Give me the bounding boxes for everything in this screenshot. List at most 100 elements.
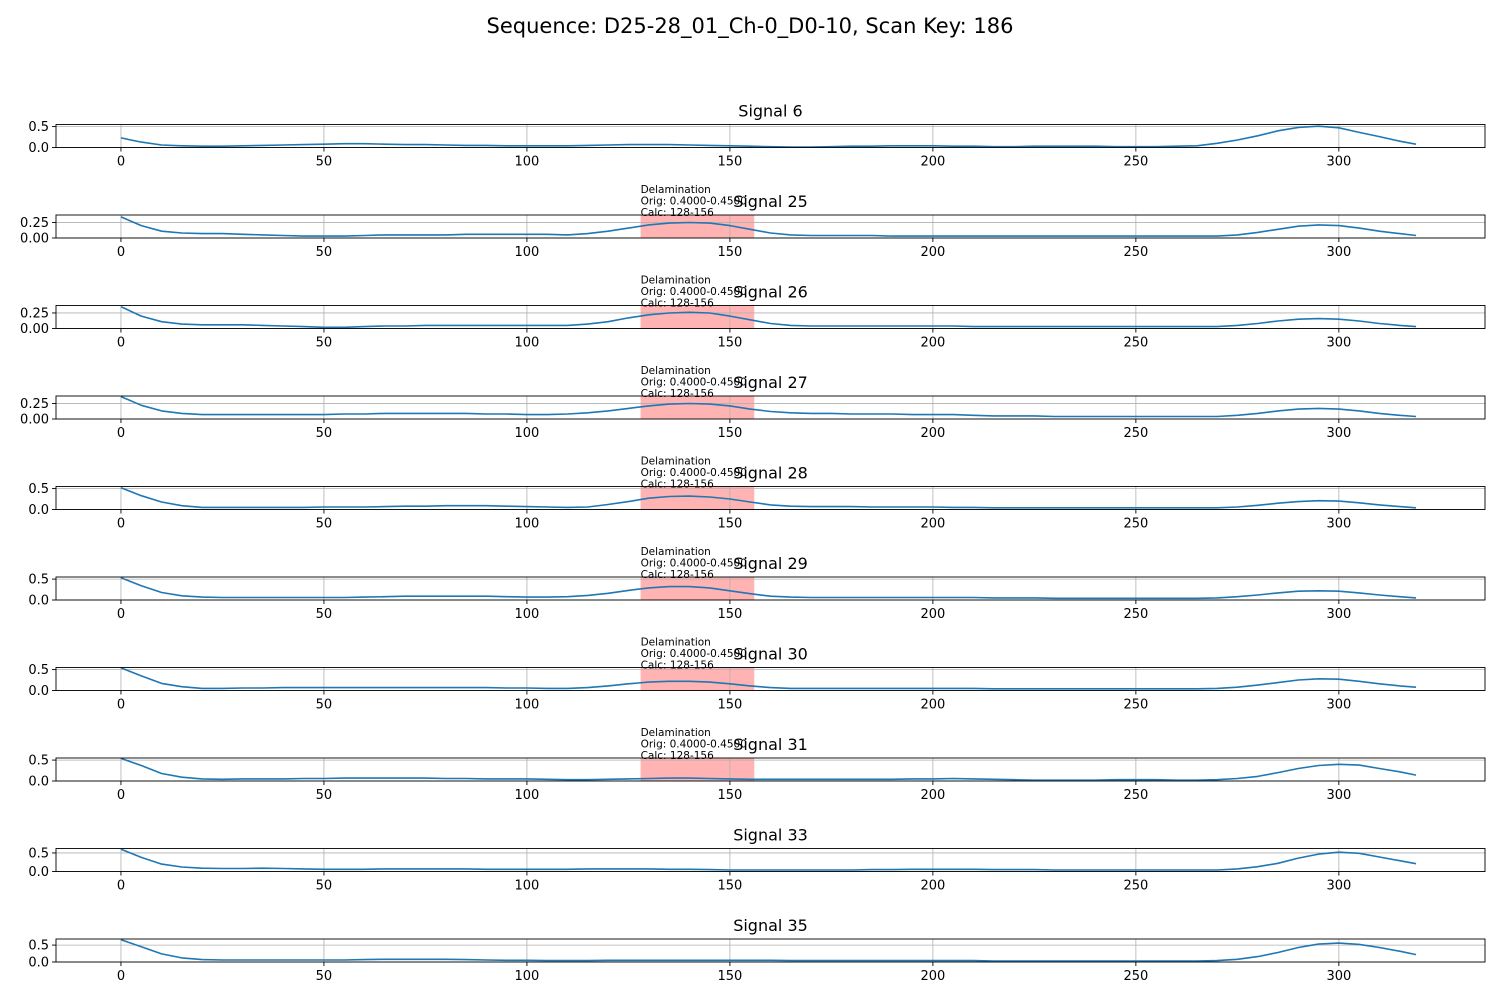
subplot-title: Signal 27 [733,373,808,392]
x-tick-label: 150 [717,607,742,622]
x-tick-label: 300 [1326,607,1351,622]
region-orig-range: Orig: 0.4000-0.4500 [641,648,747,660]
x-tick-label: 50 [316,788,333,803]
x-tick-label: 50 [316,607,333,622]
subplot-title: Signal 29 [733,554,808,573]
subplot-title: Signal 30 [733,645,808,664]
region-label: Delamination [641,727,711,739]
y-tick-label: 0.00 [20,322,49,337]
y-tick-label: 0.0 [28,503,49,518]
x-tick-label: 50 [316,969,333,984]
series-line [120,577,1417,600]
x-tick-label: 150 [717,969,742,984]
x-tick-label: 0 [117,879,125,894]
x-tick-label: 0 [117,426,125,441]
x-tick-label: 250 [1123,607,1148,622]
y-tick-label: 0.0 [28,141,49,156]
x-tick-label: 250 [1123,879,1148,894]
x-tick-label: 0 [117,969,125,984]
x-tick-label: 250 [1123,517,1148,532]
region-label: Delamination [641,365,711,377]
subplot-title: Signal 33 [733,826,808,845]
series-line [120,395,1417,418]
region-calc-range: Calc: 128-156 [641,750,715,762]
y-tick-label: 0.25 [20,397,49,412]
series-line [120,305,1417,329]
x-tick-label: 150 [717,426,742,441]
x-tick-label: 200 [920,336,945,351]
axes-frame [55,576,1486,601]
x-tick-label: 100 [515,155,540,170]
region-orig-range: Orig: 0.4000-0.4500 [641,467,747,479]
x-tick-label: 300 [1326,698,1351,713]
region-highlight [640,396,755,419]
axes-frame [55,848,1486,872]
region-calc-range: Calc: 128-156 [641,388,715,400]
region-orig-range: Orig: 0.4000-0.4500 [641,558,747,570]
x-tick-label: 150 [717,698,742,713]
axes-frame [55,395,1486,420]
region-orig-range: Orig: 0.4000-0.4500 [641,377,747,389]
x-tick-label: 100 [515,245,540,260]
x-tick-label: 100 [515,698,540,713]
x-tick-label: 200 [920,698,945,713]
axes-frame [55,486,1486,510]
axes-frame [55,214,1486,239]
y-tick-label: 0.0 [28,594,49,609]
axes-frame [55,757,1486,782]
x-tick-label: 250 [1123,426,1148,441]
region-orig-range: Orig: 0.4000-0.4500 [641,286,747,298]
axes-frame [55,124,1486,148]
x-tick-label: 100 [515,879,540,894]
x-tick-label: 0 [117,698,125,713]
x-tick-label: 300 [1326,426,1351,441]
subplot-9: 0 50 100 150 200 250 300 0.0 0.5 Signal 33 [28,826,1486,894]
x-tick-label: 100 [515,336,540,351]
x-tick-label: 300 [1326,517,1351,532]
subplot-10: 0 50 100 150 200 250 300 0.0 0.5 Signal 35 [28,916,1486,984]
x-tick-label: 300 [1326,969,1351,984]
x-tick-label: 250 [1123,245,1148,260]
y-tick-label: 0.0 [28,865,49,880]
x-tick-label: 100 [515,607,540,622]
y-tick-label: 0.25 [20,216,49,231]
x-tick-label: 300 [1326,788,1351,803]
x-tick-label: 300 [1326,336,1351,351]
x-tick-label: 250 [1123,698,1148,713]
x-tick-label: 200 [920,517,945,532]
x-tick-label: 200 [920,788,945,803]
region-label: Delamination [641,546,711,558]
region-label: Delamination [641,456,711,468]
x-tick-label: 150 [717,879,742,894]
region-calc-range: Calc: 128-156 [641,569,715,581]
y-tick-label: 0.5 [28,846,49,861]
y-tick-label: 0.5 [28,663,49,678]
subplot-title: Signal 6 [738,102,802,121]
x-tick-label: 200 [920,879,945,894]
region-highlight [640,305,755,329]
series-line [120,938,1417,962]
x-tick-label: 50 [316,517,333,532]
subplot-title: Signal 31 [733,735,808,754]
figure-title: Sequence: D25-28_01_Ch-0_D0-10, Scan Key… [486,14,1014,38]
region-highlight [640,758,755,781]
series-line [120,848,1417,871]
x-tick-label: 300 [1326,245,1351,260]
x-tick-label: 50 [316,698,333,713]
x-tick-label: 150 [717,336,742,351]
x-tick-label: 300 [1326,155,1351,170]
region-label: Delamination [641,184,711,196]
x-tick-label: 200 [920,245,945,260]
x-tick-label: 150 [717,517,742,532]
region-label: Delamination [641,637,711,649]
region-highlight [640,215,755,238]
region-calc-range: Calc: 128-156 [641,298,715,310]
subplot-title: Signal 26 [733,283,808,302]
y-tick-label: 0.5 [28,482,49,497]
